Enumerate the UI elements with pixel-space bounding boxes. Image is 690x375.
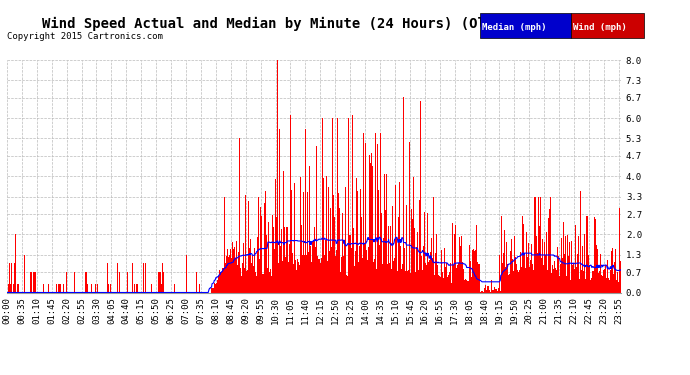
Text: Wind Speed Actual and Median by Minute (24 Hours) (Old) 20151006: Wind Speed Actual and Median by Minute (… xyxy=(43,17,578,31)
Text: Wind (mph): Wind (mph) xyxy=(573,22,627,32)
Text: Copyright 2015 Cartronics.com: Copyright 2015 Cartronics.com xyxy=(7,32,163,41)
Text: Median (mph): Median (mph) xyxy=(482,22,546,32)
